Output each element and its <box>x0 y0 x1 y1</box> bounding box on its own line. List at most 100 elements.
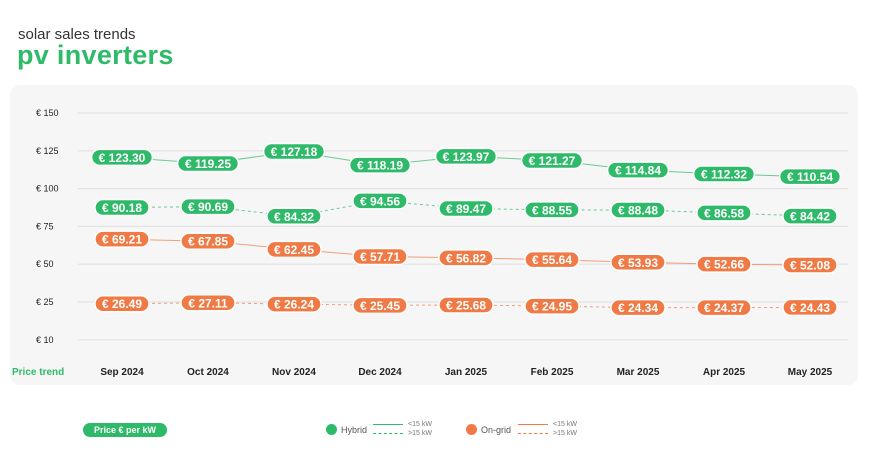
data-label-pill <box>610 253 666 272</box>
data-label-pill <box>782 207 838 225</box>
legend-hybrid: Hybrid <box>341 425 368 435</box>
data-label: € 94.56 <box>360 194 400 208</box>
data-label-pill <box>90 148 154 167</box>
legend-line-dashed <box>373 433 403 434</box>
x-tick-label: Nov 2024 <box>272 367 316 378</box>
x-tick-label: Mar 2025 <box>617 367 660 378</box>
data-label: € 121.27 <box>529 154 576 168</box>
data-label: € 67.85 <box>188 235 228 249</box>
data-label-pill <box>524 250 580 269</box>
data-label-pill <box>692 165 756 183</box>
data-label: € 119.25 <box>185 157 231 171</box>
data-label-pill <box>696 298 752 317</box>
data-label-pill <box>94 294 150 313</box>
data-label-pill <box>696 255 752 273</box>
legend-line-solid <box>373 424 403 425</box>
data-label-pill <box>266 295 322 313</box>
data-label: € 27.11 <box>188 296 228 310</box>
data-label-pill <box>266 240 322 259</box>
data-label-pill <box>524 297 580 315</box>
y-tick-label: € 150 <box>36 108 59 118</box>
data-label: € 55.64 <box>532 253 572 267</box>
data-label-pill <box>438 249 494 267</box>
data-label-pill <box>782 298 838 317</box>
data-label: € 25.68 <box>446 298 486 312</box>
data-label: € 84.32 <box>274 210 314 224</box>
data-label: € 89.47 <box>446 202 486 216</box>
data-label: € 110.54 <box>787 170 833 184</box>
data-label: € 53.93 <box>618 256 658 270</box>
data-label: € 24.95 <box>532 300 572 314</box>
data-label: € 69.21 <box>102 233 142 247</box>
data-label: € 52.08 <box>790 259 830 273</box>
data-label-pill <box>352 296 408 315</box>
data-label: € 88.55 <box>532 203 572 217</box>
data-label-pill <box>610 298 666 317</box>
data-label-pill <box>778 167 842 186</box>
x-tick-label: Oct 2024 <box>187 367 229 378</box>
data-label: € 86.58 <box>704 206 744 220</box>
data-label-pill <box>94 230 150 248</box>
data-label: € 127.18 <box>271 145 318 159</box>
data-label-pill <box>696 204 752 222</box>
data-label-pill <box>352 247 408 266</box>
legend-gt15: >15 kW <box>553 430 577 437</box>
x-tick-label: Feb 2025 <box>531 367 574 378</box>
x-axis-label: Price trend <box>12 367 64 378</box>
y-tick-label: € 50 <box>36 259 54 269</box>
legend-line-solid <box>518 424 548 425</box>
data-label-pill <box>94 198 150 217</box>
data-label-pill <box>176 154 240 173</box>
x-tick-label: Sep 2024 <box>100 367 144 378</box>
data-label-pill <box>180 232 236 250</box>
data-label-pill <box>520 151 584 170</box>
chart-panel <box>10 85 858 385</box>
legend-lt15: <15 kW <box>408 421 432 428</box>
y-tick-label: € 75 <box>36 221 54 231</box>
legend-gt15: >15 kW <box>408 430 432 437</box>
data-label: € 88.48 <box>618 204 658 218</box>
series-line <box>121 200 811 217</box>
data-label-pill <box>262 142 326 161</box>
legend-lt15: <15 kW <box>553 421 577 428</box>
data-label-pill <box>606 161 670 179</box>
data-label: € 90.69 <box>188 200 228 214</box>
data-label: € 52.66 <box>704 258 744 272</box>
legend-ongrid: On-grid <box>481 425 512 435</box>
price-unit-badge: Price € per kW <box>83 423 168 437</box>
data-label-pill <box>782 256 838 274</box>
x-tick-label: May 2025 <box>788 367 833 378</box>
data-label: € 112.32 <box>701 167 747 181</box>
legend-line-dashed <box>518 433 548 434</box>
data-label: € 114.84 <box>615 164 661 178</box>
data-label: € 57.71 <box>360 250 400 264</box>
data-label: € 24.37 <box>704 301 744 315</box>
data-label: € 62.45 <box>274 243 314 257</box>
y-tick-label: € 100 <box>36 184 59 194</box>
x-tick-label: Jan 2025 <box>445 367 488 378</box>
ongrid-legend-dot <box>466 424 477 435</box>
hybrid-legend-dot <box>326 424 337 435</box>
data-label: € 24.34 <box>618 301 658 315</box>
y-tick-label: € 10 <box>36 335 54 345</box>
x-tick-label: Dec 2024 <box>358 367 402 378</box>
x-tick-label: Apr 2025 <box>703 367 746 378</box>
data-label: € 24.43 <box>790 301 830 315</box>
y-tick-label: € 125 <box>36 146 59 156</box>
data-label-pill <box>266 207 322 226</box>
data-label: € 90.18 <box>102 201 142 215</box>
data-label-pill <box>610 201 666 219</box>
data-label-pill <box>348 156 412 174</box>
data-label: € 84.42 <box>790 210 830 224</box>
data-label: € 123.97 <box>443 150 490 164</box>
data-label: € 56.82 <box>446 251 486 265</box>
chart-subtitle: solar sales trends <box>18 26 136 43</box>
data-label: € 26.24 <box>274 298 314 312</box>
data-label: € 118.19 <box>357 159 403 173</box>
data-label: € 26.49 <box>102 297 142 311</box>
chart-title: pv inverters <box>17 40 174 70</box>
data-label: € 25.45 <box>360 299 400 313</box>
data-label: € 123.30 <box>99 151 146 165</box>
data-label-pill <box>438 296 494 314</box>
